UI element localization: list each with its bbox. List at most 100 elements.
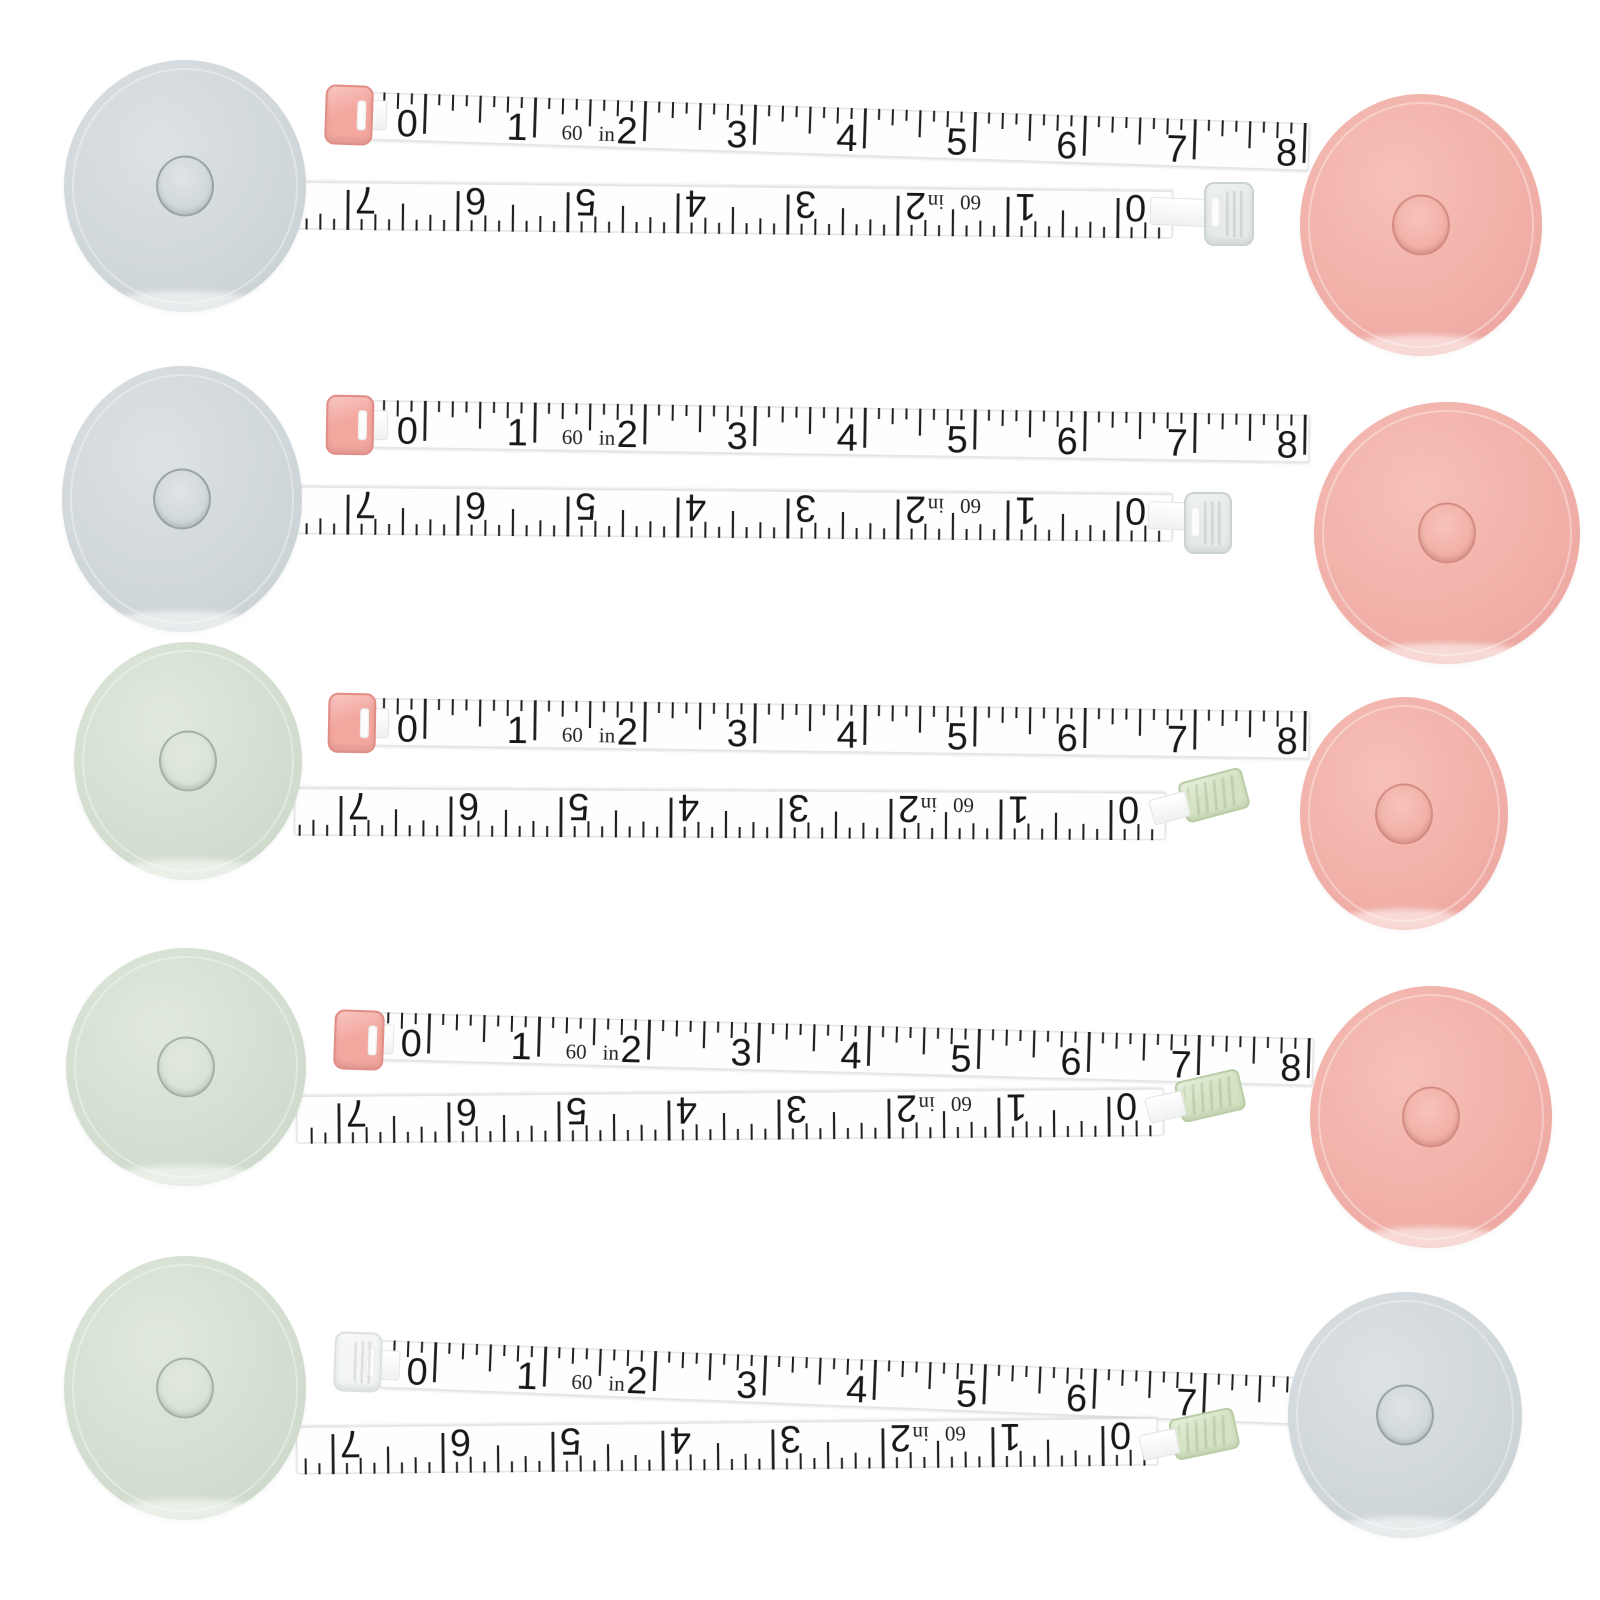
- svg-text:4: 4: [840, 1035, 862, 1078]
- svg-text:1: 1: [1015, 488, 1037, 530]
- body-rim: [109, 1499, 261, 1523]
- svg-text:3: 3: [786, 1087, 808, 1129]
- measuring-tape-bottom: 0 1 2 3 4 5 6 7 60 in: [295, 1414, 1159, 1475]
- svg-text:60: 60: [571, 1370, 593, 1395]
- svg-text:5: 5: [560, 1420, 582, 1462]
- retract-button: [1375, 783, 1433, 844]
- svg-text:4: 4: [676, 1088, 698, 1130]
- svg-text:0: 0: [400, 1023, 422, 1066]
- svg-text:60: 60: [945, 1421, 966, 1445]
- svg-text:5: 5: [566, 1089, 588, 1131]
- svg-text:1: 1: [506, 412, 528, 454]
- svg-text:1: 1: [510, 1026, 532, 1069]
- svg-text:60: 60: [960, 494, 981, 518]
- svg-text:60: 60: [565, 1039, 587, 1064]
- svg-text:7: 7: [1166, 719, 1188, 761]
- tape-strap: [1148, 790, 1192, 826]
- clip-ridges: [1185, 774, 1243, 817]
- tape-body-right: [1288, 1292, 1522, 1541]
- svg-text:2: 2: [620, 1029, 642, 1072]
- svg-text:7: 7: [340, 1422, 362, 1464]
- tape-body-right: [1300, 94, 1542, 359]
- svg-text:7: 7: [1165, 128, 1188, 171]
- body-rim: [1355, 1227, 1507, 1251]
- svg-text:5: 5: [946, 419, 968, 461]
- svg-text:4: 4: [845, 1369, 868, 1412]
- svg-text:5: 5: [568, 785, 589, 827]
- svg-text:4: 4: [670, 1418, 692, 1460]
- svg-text:3: 3: [730, 1032, 752, 1075]
- svg-text:3: 3: [795, 487, 817, 529]
- svg-text:3: 3: [726, 416, 748, 458]
- svg-text:1: 1: [1006, 1085, 1028, 1127]
- clip-slot: [356, 100, 367, 131]
- svg-text:in: in: [912, 1422, 929, 1446]
- svg-text:2: 2: [905, 184, 927, 226]
- tape-body-right: [1310, 986, 1552, 1251]
- tape-body-left: [64, 1256, 306, 1523]
- svg-text:5: 5: [575, 180, 597, 222]
- svg-text:60: 60: [561, 120, 583, 145]
- retract-button: [157, 1036, 215, 1098]
- body-rim: [109, 291, 261, 315]
- svg-text:60: 60: [960, 190, 981, 214]
- svg-text:in: in: [927, 494, 944, 518]
- svg-text:0: 0: [1125, 489, 1147, 531]
- retract-button: [1402, 1086, 1460, 1148]
- svg-text:2: 2: [626, 1360, 649, 1403]
- tape-body-left: [62, 366, 302, 635]
- measuring-tape-top: 0 1 2 3 4 5 6 7 8 60 in: [369, 400, 1311, 467]
- svg-text:7: 7: [1166, 423, 1188, 465]
- svg-text:in: in: [599, 426, 616, 450]
- svg-text:3: 3: [788, 786, 809, 828]
- svg-text:0: 0: [396, 410, 418, 452]
- svg-text:5: 5: [946, 716, 968, 758]
- svg-text:3: 3: [726, 713, 748, 755]
- svg-text:4: 4: [836, 715, 858, 757]
- measuring-tape-top: 0 1 2 3 4 5 6 760 in: [379, 1340, 1311, 1426]
- svg-text:6: 6: [1056, 421, 1078, 463]
- retract-button: [153, 468, 211, 530]
- svg-text:in: in: [598, 122, 616, 147]
- clip-slot: [1191, 507, 1200, 537]
- svg-text:0: 0: [406, 1351, 429, 1394]
- tape-body-right: [1314, 402, 1580, 667]
- svg-text:0: 0: [1116, 1084, 1138, 1126]
- svg-text:5: 5: [946, 121, 969, 164]
- svg-text:2: 2: [905, 488, 927, 530]
- tape-strap: [1144, 1090, 1188, 1124]
- retract-button: [1418, 502, 1476, 564]
- svg-text:6: 6: [1060, 1041, 1082, 1084]
- svg-text:0: 0: [396, 708, 418, 750]
- svg-text:6: 6: [1056, 718, 1078, 760]
- tape-end-clip: [1204, 182, 1254, 246]
- svg-text:4: 4: [678, 786, 699, 828]
- svg-text:7: 7: [348, 784, 369, 826]
- svg-text:4: 4: [836, 117, 859, 160]
- measuring-tape-top: 0 1 2 3 4 5 6 7 8 60 in: [369, 698, 1311, 763]
- svg-text:1: 1: [506, 710, 528, 752]
- svg-text:in: in: [920, 793, 937, 817]
- svg-text:0: 0: [1110, 1414, 1132, 1456]
- svg-text:2: 2: [616, 110, 639, 153]
- body-rim: [107, 611, 257, 635]
- measuring-tape-bottom: 0 1 2 3 4 5 6 7 60 in: [292, 483, 1174, 542]
- tape-body-right: [1300, 697, 1508, 933]
- svg-text:in: in: [602, 1040, 619, 1064]
- svg-text:6: 6: [456, 1090, 478, 1132]
- svg-text:6: 6: [1065, 1378, 1088, 1421]
- svg-text:1: 1: [1000, 1415, 1022, 1457]
- svg-text:2: 2: [890, 1416, 912, 1458]
- tape-start-clip: [323, 84, 375, 146]
- measuring-tape-bottom: 0 1 2 3 4 5 6 7 60 in: [293, 784, 1167, 841]
- svg-text:in: in: [599, 723, 616, 747]
- svg-text:1: 1: [506, 107, 529, 150]
- clip-slot: [359, 708, 370, 739]
- svg-text:4: 4: [685, 486, 707, 528]
